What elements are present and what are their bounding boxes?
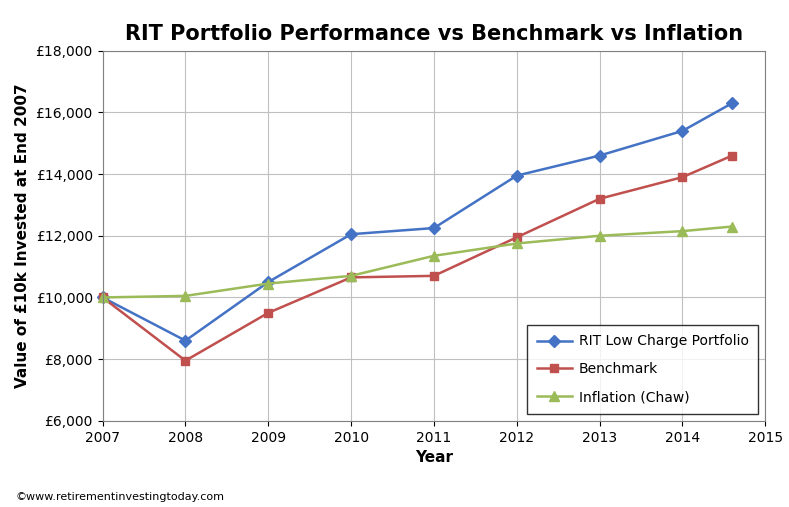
RIT Low Charge Portfolio [346,231,356,237]
RIT Low Charge Portfolio [727,100,737,106]
Line: Benchmark: Benchmark [99,152,736,365]
X-axis label: Year: Year [415,450,453,465]
RIT Low Charge Portfolio [678,128,687,134]
Benchmark [678,174,687,180]
Inflation (Chaw) [429,253,439,259]
Inflation (Chaw) [346,273,356,279]
Benchmark [727,153,737,159]
Benchmark [512,234,522,240]
RIT Low Charge Portfolio [429,225,439,231]
RIT Low Charge Portfolio [98,295,107,301]
Inflation (Chaw) [727,224,737,230]
RIT Low Charge Portfolio [595,153,604,159]
Title: RIT Portfolio Performance vs Benchmark vs Inflation: RIT Portfolio Performance vs Benchmark v… [125,24,743,44]
Legend: RIT Low Charge Portfolio, Benchmark, Inflation (Chaw): RIT Low Charge Portfolio, Benchmark, Inf… [527,324,758,414]
Benchmark [181,357,190,364]
Line: RIT Low Charge Portfolio: RIT Low Charge Portfolio [99,99,736,345]
Y-axis label: Value of £10k Invested at End 2007: Value of £10k Invested at End 2007 [15,84,30,388]
RIT Low Charge Portfolio [512,172,522,178]
Text: ©www.retirementinvestingtoday.com: ©www.retirementinvestingtoday.com [16,492,225,502]
Inflation (Chaw) [264,280,273,286]
RIT Low Charge Portfolio [181,338,190,344]
Inflation (Chaw) [595,233,604,239]
Benchmark [429,273,439,279]
Benchmark [346,274,356,280]
Inflation (Chaw) [181,293,190,299]
Inflation (Chaw) [512,240,522,246]
Inflation (Chaw) [98,295,107,301]
Benchmark [595,196,604,202]
Line: Inflation (Chaw): Inflation (Chaw) [98,222,737,302]
Benchmark [264,310,273,316]
Inflation (Chaw) [678,228,687,234]
RIT Low Charge Portfolio [264,279,273,285]
Benchmark [98,295,107,301]
